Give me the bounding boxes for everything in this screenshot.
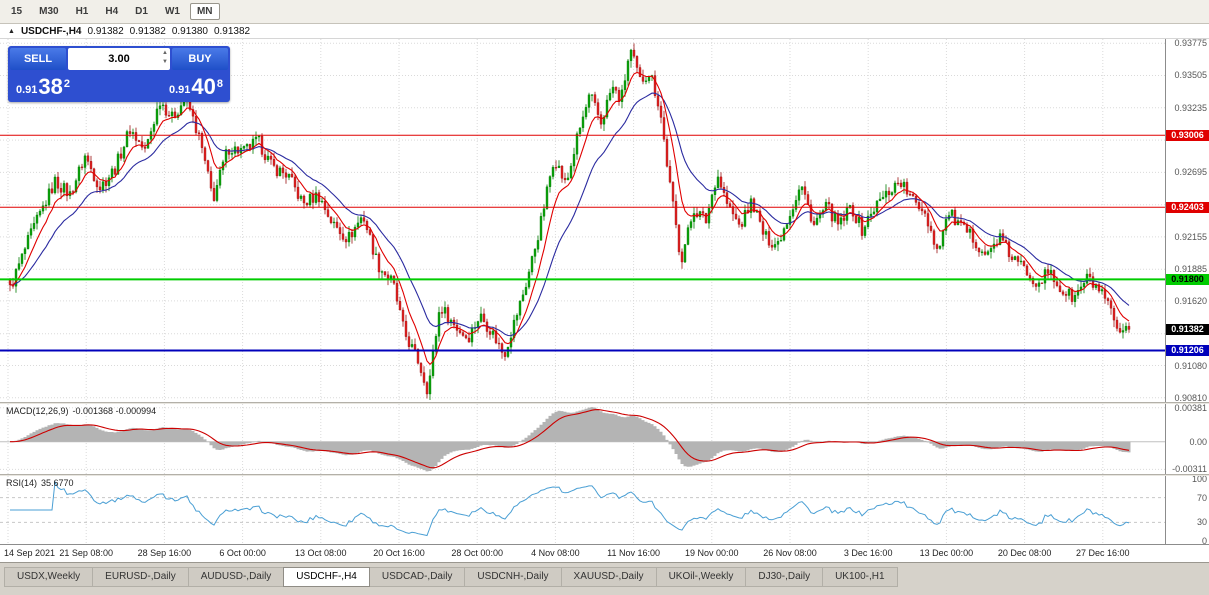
buy-button[interactable]: BUY — [172, 48, 228, 70]
macd-tick-0.00: 0.00 — [1189, 436, 1207, 447]
price-tick-0.93505: 0.93505 — [1174, 70, 1207, 81]
price-tick-0.91080: 0.91080 — [1174, 360, 1207, 371]
time-tick-9: 19 Nov 00:00 — [685, 548, 739, 558]
buy-price[interactable]: 0.91 40 8 — [165, 74, 226, 100]
rsi-svg[interactable] — [0, 476, 1165, 544]
rsi-label: RSI(14) 35.6770 — [6, 478, 74, 488]
sell-price[interactable]: 0.91 38 2 — [12, 74, 73, 100]
macd-tick-0.00381: 0.00381 — [1174, 402, 1207, 413]
lot-spin-up-icon[interactable]: ▲ — [162, 50, 168, 56]
time-tick-0: 14 Sep 2021 — [4, 548, 56, 558]
price-tick-0.92695: 0.92695 — [1174, 167, 1207, 178]
chart-tab-bar: USDX,Weekly EURUSD-,Daily AUDUSD-,Daily USD… — [0, 562, 1209, 595]
ohlc-open: 0.91382 — [87, 25, 124, 37]
lot-spin-down-icon[interactable]: ▼ — [162, 59, 168, 65]
time-tick-1: 21 Sep 08:00 — [59, 548, 113, 558]
timeframe-d1[interactable]: D1 — [135, 6, 148, 17]
ohlc-low: 0.91380 — [171, 25, 208, 37]
macd-tick--0.00311: -0.00311 — [1172, 464, 1207, 475]
macd-values: -0.001368 -0.000994 — [72, 406, 157, 416]
rsi-panel[interactable]: RSI(14) 35.6770 — [0, 476, 1165, 544]
time-tick-4: 13 Oct 08:00 — [295, 548, 347, 558]
collapse-subwindow-icon[interactable]: ▲ — [8, 27, 15, 35]
time-tick-14: 27 Dec 16:00 — [1076, 548, 1130, 558]
tab-usdcad-daily[interactable]: USDCAD-,Daily — [368, 567, 466, 587]
timeframe-m30[interactable]: M30 — [39, 6, 59, 17]
price-tick-0.91885: 0.91885 — [1174, 264, 1207, 275]
tab-uk100-h1[interactable]: UK100-,H1 — [822, 567, 898, 587]
tab-eurusd-daily[interactable]: EURUSD-,Daily — [92, 567, 189, 587]
buy-price-prefix: 0.91 — [168, 84, 191, 96]
lot-size-input[interactable]: 3.00 ▲ ▼ — [68, 48, 170, 70]
price-badge-0.91800: 0.91800 — [1166, 273, 1209, 285]
timeframe-15[interactable]: 15 — [11, 6, 23, 17]
tab-dj30-daily[interactable]: DJ30-,Daily — [745, 567, 824, 587]
time-tick-5: 20 Oct 16:00 — [373, 548, 425, 558]
sell-button[interactable]: SELL — [10, 48, 66, 70]
tab-usdcnh-daily[interactable]: USDCNH-,Daily — [464, 567, 562, 587]
price-badge-0.91206: 0.91206 — [1166, 344, 1209, 356]
tab-usdchf-h4[interactable]: USDCHF-,H4 — [283, 567, 370, 587]
timeframe-h4[interactable]: H4 — [105, 6, 119, 17]
ohlc-high: 0.91382 — [129, 25, 166, 37]
sell-price-pip: 2 — [63, 78, 71, 90]
rsi-tick-30: 30 — [1196, 517, 1207, 528]
price-tick-0.93235: 0.93235 — [1174, 102, 1207, 113]
tab-audusd-daily[interactable]: AUDUSD-,Daily — [187, 567, 285, 587]
rsi-tick-100: 100 — [1191, 474, 1207, 484]
price-badge-0.92403: 0.92403 — [1166, 201, 1209, 213]
sell-price-prefix: 0.91 — [16, 84, 38, 96]
time-tick-11: 3 Dec 16:00 — [843, 548, 893, 558]
timeframe-mn[interactable]: MN — [189, 3, 220, 20]
price-badge-0.93006: 0.93006 — [1166, 129, 1209, 141]
rsi-tick-0: 0 — [1201, 536, 1207, 546]
time-tick-12: 13 Dec 00:00 — [919, 548, 974, 558]
timeframe-toolbar: 15 M30 H1 H4 D1 W1 MN — [0, 0, 1209, 24]
one-click-trading-widget: SELL 3.00 ▲ ▼ BUY 0.91 38 2 0.91 40 8 — [8, 46, 230, 102]
macd-panel[interactable]: MACD(12,26,9) -0.001368 -0.000994 — [0, 404, 1165, 474]
rsi-tick-70: 70 — [1196, 492, 1207, 503]
sell-price-big: 38 — [38, 74, 63, 99]
time-tick-6: 28 Oct 00:00 — [451, 548, 503, 558]
price-tick-0.93775: 0.93775 — [1174, 38, 1207, 49]
time-tick-10: 26 Nov 08:00 — [763, 548, 817, 558]
time-tick-3: 6 Oct 00:00 — [219, 548, 266, 558]
chart-symbol-label: USDCHF-,H4 — [20, 25, 82, 37]
price-tick-0.91620: 0.91620 — [1174, 295, 1207, 306]
tab-ukoil-weekly[interactable]: UKOil-,Weekly — [655, 567, 747, 587]
macd-svg[interactable] — [0, 404, 1165, 474]
buy-price-big: 40 — [191, 74, 216, 99]
timeframe-w1[interactable]: W1 — [164, 6, 180, 17]
lot-spinner: ▲ ▼ — [162, 49, 168, 67]
ohlc-close: 0.91382 — [213, 25, 251, 37]
panel-separator[interactable] — [0, 402, 1209, 404]
macd-label: MACD(12,26,9) -0.001368 -0.000994 — [6, 406, 157, 416]
rsi-value: 35.6770 — [41, 478, 74, 488]
time-tick-13: 20 Dec 08:00 — [997, 548, 1052, 558]
panel-separator[interactable] — [0, 474, 1209, 476]
time-tick-7: 4 Nov 08:00 — [531, 548, 580, 558]
lot-size-value: 3.00 — [108, 53, 130, 65]
bid-price-badge: 0.91382 — [1166, 323, 1209, 335]
main-chart-svg[interactable] — [0, 39, 1165, 402]
price-axis[interactable]: 0.93775 0.93505 0.93235 0.92695 0.92155 0.918… — [1165, 38, 1209, 546]
time-tick-8: 11 Nov 16:00 — [607, 548, 661, 558]
price-tick-0.90810: 0.90810 — [1174, 392, 1207, 403]
tab-xauusd-daily[interactable]: XAUUSD-,Daily — [560, 567, 657, 587]
timeframe-h1[interactable]: H1 — [75, 6, 89, 17]
buy-price-pip: 8 — [216, 78, 223, 90]
tab-usdx-weekly[interactable]: USDX,Weekly — [4, 567, 94, 587]
time-axis[interactable]: 14 Sep 2021 21 Sep 08:00 28 Sep 16:00 6 Oct… — [0, 544, 1209, 562]
time-tick-2: 28 Sep 16:00 — [137, 548, 192, 558]
chart-caption: ▲ USDCHF-,H4 0.91382 0.91382 0.91380 0.9… — [0, 24, 1209, 39]
price-tick-0.92155: 0.92155 — [1174, 231, 1207, 242]
